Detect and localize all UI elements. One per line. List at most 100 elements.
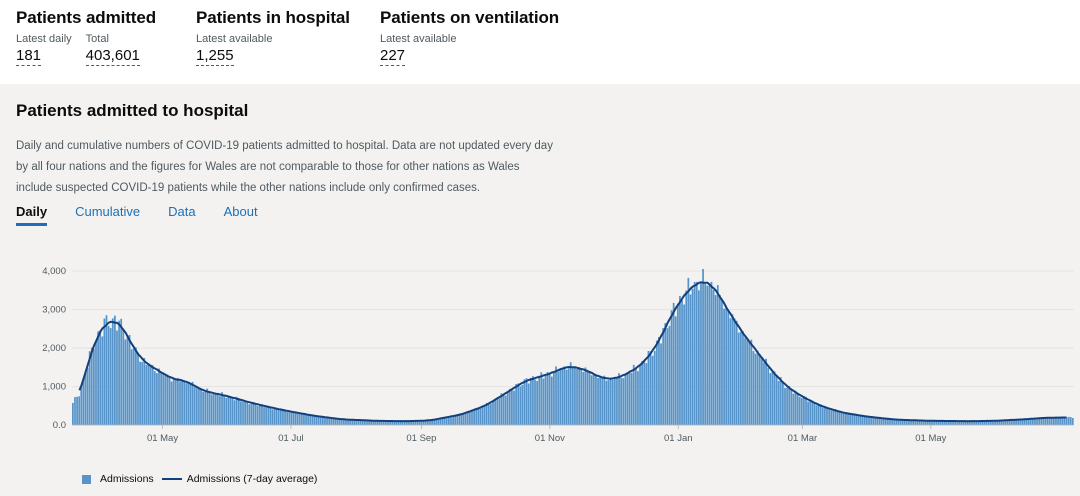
bar-daily-admissions [527,383,530,425]
bar-daily-admissions [868,416,870,425]
bar-daily-admissions [962,421,965,425]
bar-daily-admissions [937,420,940,425]
tab-about[interactable]: About [223,204,258,219]
headline-patients-on-ventilation: Patients on ventilation Latest available… [380,8,559,66]
metric-value[interactable]: 403,601 [85,47,140,66]
metric-value[interactable]: 1,255 [196,47,234,66]
admissions-chart[interactable]: 0.0 1,000 2,000 3,000 4,000 01 May 01 Jul 01 Se… [0,244,1080,469]
bar-daily-admissions [370,420,373,425]
bar-daily-admissions [742,331,744,425]
bar-daily-admissions [191,381,194,425]
bar-daily-admissions [330,417,333,425]
bar-daily-admissions [870,417,872,425]
bar-daily-admissions [874,417,877,425]
metric-value[interactable]: 227 [380,47,406,66]
bar-daily-admissions [1067,416,1070,425]
bar-daily-admissions [399,420,402,425]
bar-daily-admissions [899,420,902,425]
bar-daily-admissions [309,414,312,425]
bar-daily-admissions [538,375,541,425]
bar-daily-admissions [321,416,324,425]
bar-daily-admissions [305,413,307,425]
bar-daily-admissions [288,411,291,425]
bar-daily-admissions [664,323,667,425]
tab-cumulative[interactable]: Cumulative [75,204,141,219]
bar-daily-admissions [647,350,650,425]
bar-daily-admissions [97,331,99,425]
bar-daily-admissions [740,331,742,425]
bar-daily-admissions [548,373,551,425]
bar-daily-admissions [406,421,408,425]
bar-daily-admissions [271,409,274,425]
bar-daily-admissions [534,379,536,425]
bar-daily-admissions [737,332,740,425]
bar-daily-admissions [632,364,635,425]
tab-daily[interactable]: Daily [16,204,48,226]
bar-daily-admissions [401,421,404,425]
bar-daily-admissions [151,365,154,425]
bar-daily-admissions [511,388,513,425]
bar-daily-admissions [754,353,757,425]
bar-daily-admissions [576,368,578,425]
bar-daily-admissions [887,419,889,425]
bar-daily-admissions [76,396,78,425]
bar-daily-admissions [775,375,778,425]
bar-daily-admissions [261,404,263,425]
bar-daily-admissions [685,290,688,425]
bar-daily-admissions [786,387,788,425]
bar-daily-admissions [803,395,805,425]
bar-daily-admissions [794,390,797,425]
bar-daily-admissions [269,407,272,425]
bar-daily-admissions [683,304,686,425]
bar-daily-admissions [582,371,585,425]
bar-daily-admissions [756,350,759,425]
bar-daily-admissions [710,281,713,425]
bar-daily-admissions [1040,418,1043,425]
bar-daily-admissions [229,396,232,425]
bar-daily-admissions [200,390,202,425]
bar-daily-admissions [584,367,587,425]
bar-daily-admissions [506,392,509,425]
bar-daily-admissions [985,421,988,425]
bar-daily-admissions [718,294,721,425]
bar-daily-admissions [779,377,782,425]
bar-daily-admissions [668,325,671,425]
bar-daily-admissions [246,400,249,425]
bar-daily-admissions [303,414,305,425]
bar-daily-admissions [1025,419,1028,425]
bar-daily-admissions [613,378,616,425]
bar-daily-admissions [132,348,135,425]
bar-daily-admissions [420,420,423,425]
bar-daily-admissions [863,415,866,425]
bar-daily-admissions [99,330,102,425]
bar-daily-admissions [1015,419,1017,425]
tab-data[interactable]: Data [168,204,196,219]
bar-daily-admissions [139,361,141,425]
metric-value[interactable]: 181 [16,47,42,66]
bar-daily-admissions [177,377,179,425]
bar-daily-admissions [1071,418,1074,425]
bar-daily-admissions [653,350,656,425]
bar-daily-admissions [353,419,356,425]
bar-daily-admissions [880,418,883,425]
bar-daily-admissions [819,404,822,425]
bar-daily-admissions [137,352,139,425]
bar-daily-admissions [1017,419,1020,425]
bar-daily-admissions [1000,420,1003,425]
bar-daily-admissions [410,421,412,425]
bar-daily-admissions [433,419,436,425]
bar-daily-admissions [328,417,331,425]
bar-daily-admissions [414,420,417,425]
bar-daily-admissions [616,377,618,425]
bar-daily-admissions [1010,419,1013,425]
bar-daily-admissions [332,418,335,425]
bar-daily-admissions [384,420,387,425]
bar-daily-admissions [662,328,665,425]
bar-daily-admissions [1057,418,1059,425]
bar-daily-admissions [479,407,482,425]
bar-daily-admissions [536,380,538,425]
bar-daily-admissions [975,421,978,425]
bar-daily-admissions [286,411,289,425]
bar-daily-admissions [851,414,854,425]
y-tick-label: 0.0 [53,420,66,431]
